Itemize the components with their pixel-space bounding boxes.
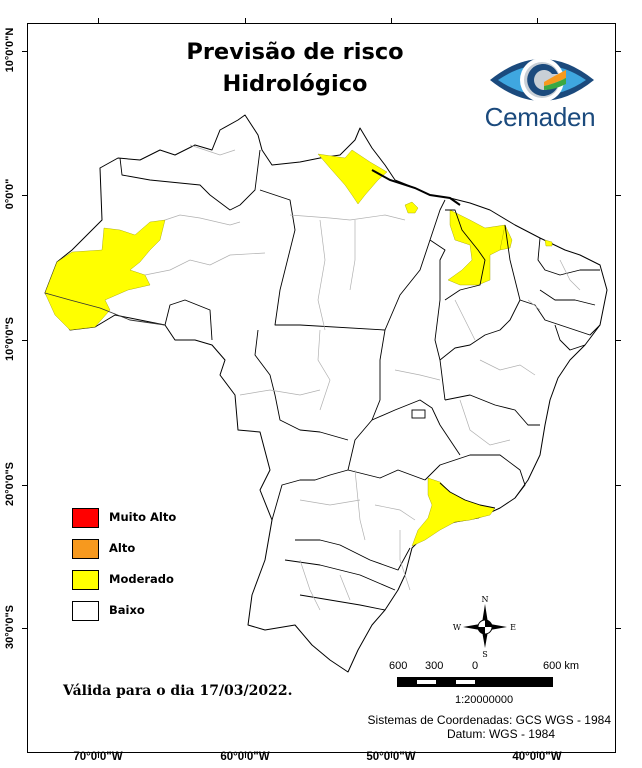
svg-text:W: W	[453, 623, 462, 632]
coordinate-system: Sistemas de Coordenadas: GCS WGS - 1984	[367, 713, 611, 727]
scale-label: 600 km	[543, 660, 580, 672]
lat-label-10s: 10°0'0"S	[4, 316, 16, 362]
lat-label-10n: 10°0'0"N	[4, 27, 16, 73]
scale-bar: 600 300 0 600 km	[380, 660, 580, 700]
lat-label-30s: 30°0'0"S	[4, 604, 16, 650]
lat-tick	[616, 195, 621, 197]
risk-area-para-small	[404, 201, 419, 214]
lat-tick	[22, 340, 27, 342]
lon-tick	[98, 18, 100, 23]
title-line-1: Previsão de risco	[186, 39, 404, 65]
lat-tick	[616, 340, 621, 342]
lon-tick	[537, 753, 539, 758]
compass-rose-icon: N S W E	[453, 595, 516, 659]
scale-bar-graphic	[397, 677, 553, 687]
lon-tick	[245, 753, 247, 758]
legend-swatch-white	[72, 601, 99, 621]
risk-area-ceara-small	[544, 239, 553, 247]
lat-tick	[22, 628, 27, 630]
svg-text:N: N	[482, 595, 489, 604]
lat-tick	[22, 195, 27, 197]
svg-text:S: S	[482, 650, 487, 659]
legend-swatch-orange	[72, 539, 99, 559]
risk-area-roraima-para	[317, 149, 388, 205]
lat-tick	[616, 51, 621, 53]
lon-tick	[537, 18, 539, 23]
brazil-risk-map	[44, 114, 608, 673]
lon-label-60w: 60°0'0"W	[220, 751, 270, 763]
legend-label: Baixo	[109, 603, 145, 617]
risk-area-piaui-north	[499, 224, 513, 251]
scale-label: 300	[425, 660, 444, 672]
scale-label: 600	[389, 660, 408, 672]
lat-tick	[22, 485, 27, 487]
lon-tick	[391, 18, 393, 23]
scale-ratio: 1:20000000	[455, 694, 514, 706]
legend-label: Moderado	[109, 572, 174, 586]
validity-date: Válida para o dia 17/03/2022.	[63, 683, 293, 699]
cemaden-logo-icon	[490, 58, 594, 102]
distrito-federal	[411, 409, 426, 419]
lat-label-20s: 20°0'0"S	[4, 461, 16, 507]
legend-swatch-red	[72, 508, 99, 528]
map-frame	[27, 23, 616, 753]
legend-swatch-yellow	[72, 570, 99, 590]
risk-area-amazonas-acre	[44, 219, 166, 331]
cemaden-logo-text: Cemaden	[484, 102, 596, 132]
map-title: Previsão de risco Hidrológico	[150, 36, 440, 100]
lon-label-40w: 40°0'0"W	[512, 751, 562, 763]
lon-label-70w: 70°0'0"W	[73, 751, 123, 763]
lon-tick	[245, 18, 247, 23]
lon-tick	[391, 753, 393, 758]
title-line-2: Hidrológico	[222, 71, 368, 97]
lat-tick	[616, 628, 621, 630]
brazil-outline	[44, 114, 608, 673]
legend-label: Muito Alto	[109, 510, 177, 524]
legend-label: Alto	[109, 541, 136, 555]
risk-area-maranhao	[447, 209, 511, 286]
lat-tick	[616, 485, 621, 487]
datum: Datum: WGS - 1984	[446, 727, 556, 741]
lat-tick	[22, 51, 27, 53]
svg-text:E: E	[510, 623, 516, 632]
lon-tick	[98, 753, 100, 758]
scale-label: 0	[472, 660, 479, 672]
lat-label-0: 0°0'0"	[4, 178, 16, 210]
lon-label-50w: 50°0'0"W	[366, 751, 416, 763]
